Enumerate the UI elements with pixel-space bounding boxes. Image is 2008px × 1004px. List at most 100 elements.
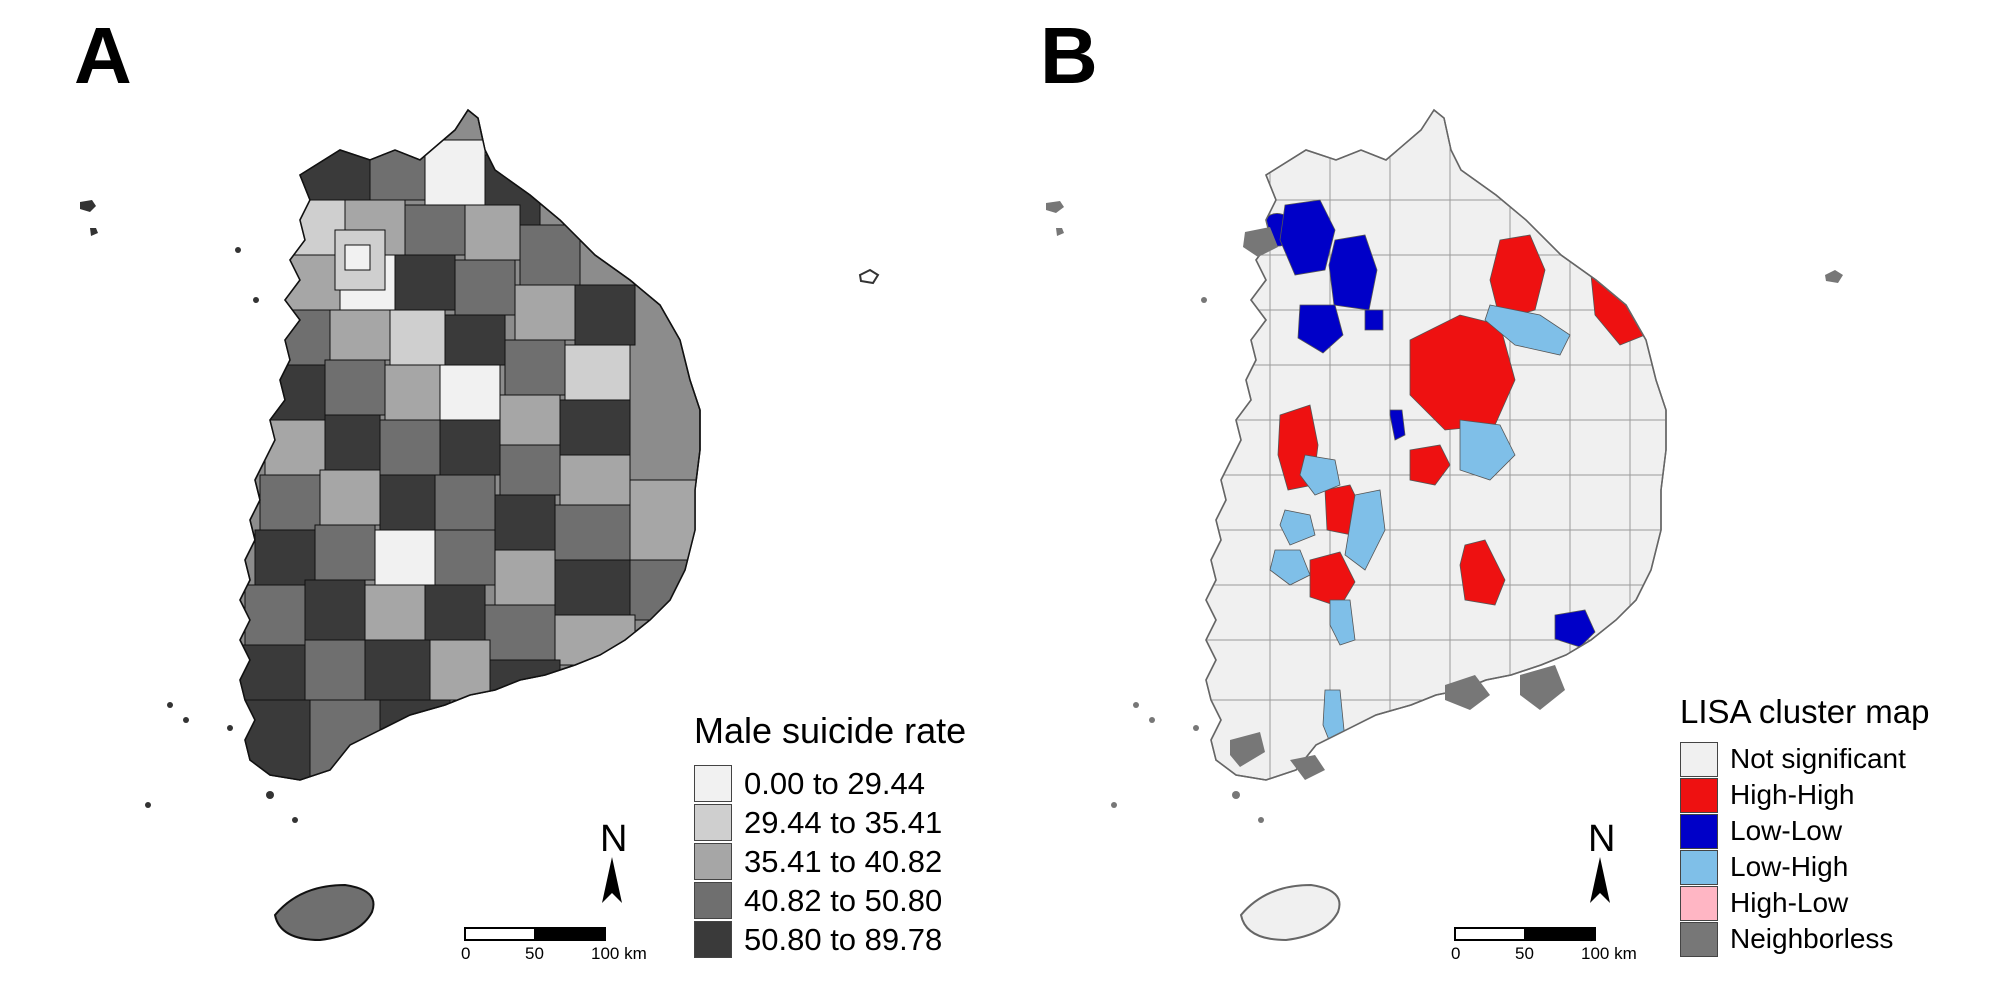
high-high-cluster: [1409, 314, 1516, 431]
panel-b-neighborless-islands: [1046, 201, 1843, 823]
panel-b-district-grid: [1206, 140, 1666, 780]
legend-item: 50.80 to 89.78: [694, 920, 966, 959]
panel-b-scale-tick: 100 km: [1581, 944, 1637, 963]
low-low-cluster: [1364, 309, 1384, 331]
panel-b-scale-tick: 50: [1515, 944, 1534, 963]
legend-label: 29.44 to 35.41: [744, 804, 943, 840]
district: [309, 699, 381, 780]
legend-item: Low-High: [1680, 849, 1929, 885]
legend-item: High-Low: [1680, 885, 1929, 921]
district: [559, 399, 631, 456]
district: [240, 644, 306, 706]
district: [564, 344, 631, 401]
district: [574, 284, 636, 346]
district: [254, 529, 316, 586]
low-low-cluster: [1297, 304, 1344, 354]
district: [629, 559, 700, 621]
district: [464, 204, 521, 261]
district: [519, 224, 581, 286]
district: [554, 559, 631, 616]
low-high-cluster: [1459, 419, 1516, 481]
panel-b-north-arrow-icon: [1590, 857, 1610, 903]
district: [324, 359, 386, 416]
legend-swatch: [694, 921, 732, 958]
district: [504, 339, 566, 396]
legend-label: Neighborless: [1730, 923, 1894, 954]
panel-a-scale-tick: 50: [525, 944, 544, 963]
panel-b-label: B: [1040, 11, 1098, 100]
legend-label: Low-Low: [1730, 815, 1843, 846]
district: [439, 419, 501, 476]
legend-item: 29.44 to 35.41: [694, 803, 966, 842]
legend-label: High-Low: [1730, 887, 1849, 918]
district: [264, 419, 326, 476]
district: [629, 479, 700, 561]
low-low-cluster: [1554, 609, 1596, 648]
legend-item: High-High: [1680, 777, 1929, 813]
district: [364, 584, 426, 641]
panel-b-mainland: [1205, 109, 1667, 781]
legend-label: High-High: [1730, 779, 1855, 810]
legend-swatch: [1680, 813, 1718, 849]
panel-a-small-islands: [80, 200, 880, 823]
district: [364, 639, 431, 701]
low-high-cluster: [1329, 599, 1356, 646]
panel-a-scale-tick: 100 km: [591, 944, 647, 963]
panel-b-map: [1046, 109, 1843, 941]
district: [384, 364, 441, 421]
legend-item: 35.41 to 40.82: [694, 842, 966, 881]
district: [259, 474, 321, 531]
panel-b-jeju-island: [1240, 884, 1341, 941]
panel-b-scale-bar: [1454, 927, 1596, 941]
district: [444, 314, 506, 366]
panel-a-scale-bar: [464, 927, 606, 941]
panel-a-north-label: N: [600, 818, 628, 860]
district: [489, 659, 561, 711]
district: [279, 254, 341, 311]
legend-label: 50.80 to 89.78: [744, 921, 943, 957]
district: [389, 309, 446, 366]
legend-item: Not significant: [1680, 741, 1929, 777]
panel-a-legend-title: Male suicide rate: [694, 710, 967, 751]
low-high-cluster: [1569, 209, 1616, 271]
district: [494, 549, 556, 606]
high-high-cluster: [1409, 444, 1451, 486]
district: [324, 414, 381, 471]
high-high-cluster: [1309, 551, 1356, 608]
panel-a-legend: Male suicide rate 0.00 to 29.44 29.44 to…: [694, 710, 966, 959]
district: [314, 524, 376, 581]
district: [304, 579, 366, 641]
panel-a-label: A: [74, 11, 132, 100]
low-low-cluster: [1279, 199, 1336, 276]
district: [319, 469, 381, 526]
district: [379, 419, 441, 476]
panel-b-scale-tick: 0: [1451, 944, 1461, 963]
legend-swatch: [1680, 885, 1718, 921]
district: [439, 364, 501, 421]
district: [514, 284, 576, 341]
district: [434, 529, 496, 586]
legend-swatch: [694, 882, 732, 919]
district: [299, 139, 371, 201]
district: [554, 504, 631, 561]
district: [344, 244, 371, 271]
high-high-cluster: [1459, 539, 1506, 606]
district: [499, 444, 561, 496]
legend-label: 0.00 to 29.44: [744, 765, 925, 801]
district: [374, 529, 436, 586]
legend-swatch: [694, 765, 732, 802]
legend-label: Not significant: [1730, 743, 1906, 774]
panel-a-scale-tick: 0: [461, 944, 471, 963]
panel-a-map: [80, 109, 880, 941]
district: [484, 604, 556, 661]
district: [244, 584, 306, 646]
district: [404, 204, 466, 256]
district: [424, 584, 486, 641]
legend-swatch: [694, 843, 732, 880]
low-high-cluster: [1299, 454, 1341, 496]
district: [269, 364, 326, 421]
low-high-cluster: [1269, 549, 1311, 586]
panel-a-north-arrow-icon: [602, 857, 622, 903]
low-low-cluster: [1389, 409, 1406, 441]
